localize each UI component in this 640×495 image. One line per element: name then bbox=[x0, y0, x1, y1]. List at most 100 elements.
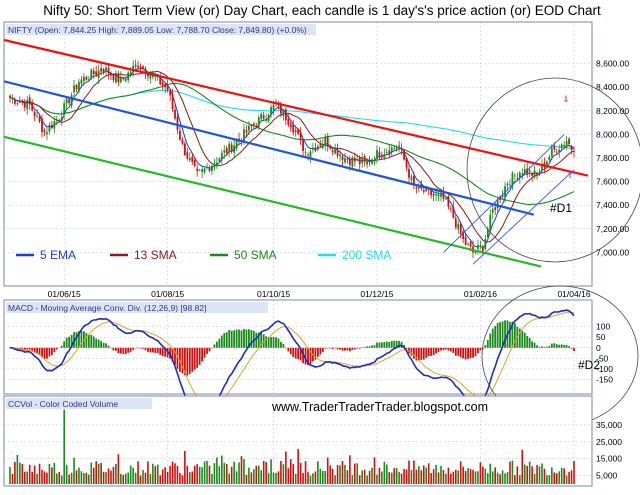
volume-header: CCVol - Color Coded Volume bbox=[8, 399, 118, 409]
candle-body bbox=[26, 99, 29, 110]
macd-histogram-bar bbox=[459, 347, 462, 358]
volume-bar bbox=[523, 464, 526, 484]
candle-body bbox=[272, 105, 275, 110]
volume-bar bbox=[418, 466, 420, 484]
candles bbox=[9, 59, 575, 258]
candle-body bbox=[511, 172, 514, 187]
volume-bar bbox=[499, 474, 501, 484]
candle-body bbox=[50, 124, 53, 129]
volume-bar bbox=[408, 460, 410, 484]
volume-bar bbox=[100, 462, 102, 484]
volume-bar bbox=[425, 467, 428, 484]
candle-body bbox=[193, 160, 196, 166]
macd-histogram-bar bbox=[536, 345, 538, 348]
macd-histogram-bar bbox=[228, 329, 231, 348]
volume-bar bbox=[378, 467, 381, 484]
volume-bar bbox=[366, 475, 368, 484]
volume-bar bbox=[137, 461, 139, 484]
macd-histogram-bar bbox=[437, 347, 440, 353]
volume-bar bbox=[358, 475, 361, 484]
candle-body bbox=[383, 153, 386, 158]
volume-bar bbox=[196, 464, 198, 484]
candle-body bbox=[573, 151, 575, 153]
macd-histogram-bar bbox=[201, 347, 204, 362]
candle-body bbox=[513, 175, 516, 177]
macd-histogram-bar bbox=[390, 340, 393, 348]
macd-histogram-bar bbox=[115, 347, 117, 351]
macd-histogram-bar bbox=[452, 347, 455, 353]
candle-body bbox=[541, 164, 543, 171]
price-tick-label: 7,400.00 bbox=[596, 200, 629, 210]
volume-bar bbox=[147, 461, 149, 484]
macd-histogram-bar bbox=[43, 347, 46, 359]
macd-histogram-bar bbox=[309, 347, 312, 364]
volume-bar bbox=[154, 466, 157, 484]
candle-body bbox=[85, 76, 88, 80]
macd-histogram-bar bbox=[294, 347, 297, 359]
volume-bar bbox=[546, 475, 548, 484]
candle-body bbox=[518, 172, 521, 178]
candle-body bbox=[134, 64, 137, 67]
volume-bar bbox=[526, 465, 529, 484]
candle-body bbox=[11, 98, 14, 99]
macd-histogram-bar bbox=[440, 347, 442, 351]
candle-body bbox=[553, 145, 556, 150]
macd-histogram-bar bbox=[63, 341, 66, 348]
candle-body bbox=[506, 183, 509, 186]
candle-body bbox=[154, 76, 157, 78]
volume-bar bbox=[506, 472, 509, 484]
volume-bar bbox=[250, 472, 253, 484]
candle-body bbox=[137, 65, 139, 68]
macd-histogram-bar bbox=[324, 347, 327, 349]
volume-bar bbox=[156, 464, 159, 484]
candle-body bbox=[245, 130, 248, 133]
volume-bar bbox=[472, 469, 474, 484]
legend-label: 50 SMA bbox=[234, 248, 277, 262]
candle-body bbox=[546, 161, 548, 165]
macd-histogram-bar bbox=[247, 329, 250, 348]
candle-body bbox=[307, 154, 309, 156]
volume-bar bbox=[299, 462, 302, 484]
volume-bar bbox=[105, 472, 107, 484]
watermark: www.TraderTraderTrader.blogspot.com bbox=[271, 400, 488, 414]
candle-body bbox=[469, 242, 472, 247]
volume-bar bbox=[43, 471, 46, 484]
candle-body bbox=[161, 82, 164, 86]
volume-bar bbox=[92, 467, 95, 484]
macd-histogram-bar bbox=[484, 345, 487, 348]
macd-histogram-bar bbox=[161, 347, 164, 356]
candle-body bbox=[526, 168, 529, 175]
volume-bar bbox=[491, 471, 494, 484]
macd-histogram-bar bbox=[457, 347, 460, 356]
volume-bar bbox=[445, 473, 447, 484]
candle-body bbox=[558, 149, 561, 153]
macd-histogram-bar bbox=[90, 334, 93, 348]
macd-histogram-bar bbox=[87, 334, 90, 348]
volume-bar bbox=[75, 470, 78, 484]
macd-histogram-bar bbox=[489, 333, 492, 348]
trendline-blue bbox=[3, 80, 535, 216]
candle-body bbox=[361, 158, 364, 164]
volume-bar bbox=[363, 469, 366, 484]
candle-body bbox=[533, 170, 536, 178]
volume-bar bbox=[115, 463, 117, 484]
macd-histogram-bar bbox=[53, 347, 56, 353]
volume-bar bbox=[474, 471, 477, 484]
candle-body bbox=[351, 157, 354, 167]
candle-body bbox=[63, 103, 66, 115]
macd-histogram-bar bbox=[50, 347, 53, 356]
volume-bar bbox=[132, 467, 134, 484]
volume-bar bbox=[85, 472, 88, 484]
volume-bar bbox=[341, 461, 344, 484]
volume-bar bbox=[88, 474, 90, 484]
macd-histogram-bar bbox=[420, 347, 423, 360]
candle-body bbox=[388, 150, 391, 155]
candle-body bbox=[425, 187, 428, 192]
volume-bar bbox=[73, 457, 75, 484]
volume-bar bbox=[553, 472, 556, 484]
candle-body bbox=[41, 118, 43, 133]
candle-body bbox=[523, 169, 526, 173]
macd-histogram-bar bbox=[211, 347, 213, 349]
candle-body bbox=[408, 168, 410, 178]
macd-histogram-bar bbox=[479, 347, 482, 351]
